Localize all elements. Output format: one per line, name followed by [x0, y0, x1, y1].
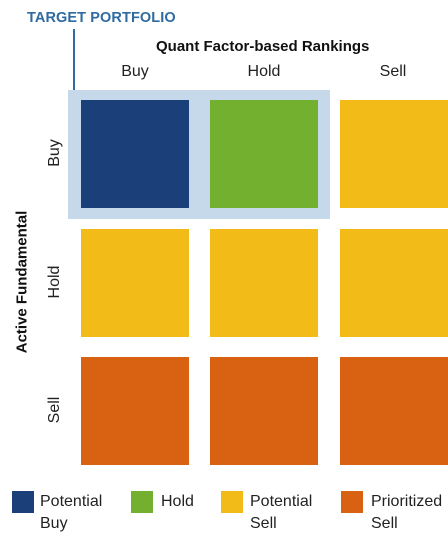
column-label-hold: Hold — [247, 63, 281, 80]
target-portfolio-label: TARGET PORTFOLIO — [27, 10, 176, 26]
legend-label-prioritized-sell: Prioritized Sell — [371, 493, 443, 532]
cell-buy-buy — [81, 100, 189, 208]
row-label-hold: Hold — [46, 265, 63, 299]
cell-sell-buy — [81, 357, 189, 465]
column-label-buy: Buy — [121, 63, 149, 80]
legend-label-potential-buy: Potential Buy — [40, 493, 103, 532]
column-label-sell: Sell — [379, 63, 407, 80]
cell-hold-buy — [81, 229, 189, 337]
legend-label-potential-sell: Potential Sell — [250, 493, 313, 532]
legend-swatch-hold — [131, 491, 153, 513]
cell-sell-hold — [210, 357, 318, 465]
cell-buy-hold — [210, 100, 318, 208]
row-label-sell: Sell — [46, 396, 63, 424]
cell-sell-sell — [340, 357, 448, 465]
legend-swatch-prioritized-sell — [341, 491, 363, 513]
target-portfolio-pointer-line — [73, 29, 75, 93]
legend-label-hold: Hold — [161, 493, 194, 510]
cell-buy-sell — [340, 100, 448, 208]
column-axis-title: Quant Factor-based Rankings — [156, 38, 370, 55]
row-label-buy: Buy — [46, 139, 63, 167]
legend-swatch-potential-buy — [12, 491, 34, 513]
legend-swatch-potential-sell — [221, 491, 243, 513]
cell-hold-hold — [210, 229, 318, 337]
row-axis-title: Active Fundamental — [13, 210, 31, 354]
cell-hold-sell — [340, 229, 448, 337]
